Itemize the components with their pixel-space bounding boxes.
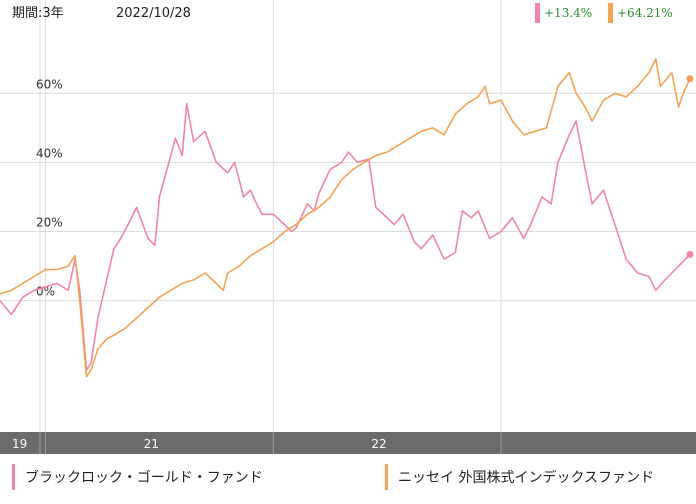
legend-item-gold-fund[interactable]: ブラックロック・ゴールド・ファンド: [12, 461, 263, 493]
grid-layer: [0, 0, 696, 432]
y-tick-label: 40%: [36, 146, 63, 160]
x-tick-label-start: 19: [12, 437, 27, 451]
legend-item-foreign-equity-fund[interactable]: ニッセイ 外国株式インデックスファンド: [385, 461, 654, 493]
x-axis-band: [0, 432, 696, 454]
series-2-badge-swatch: [608, 3, 613, 23]
legend-swatch-gold-fund: [12, 464, 15, 490]
legend-swatch-foreign-equity-fund: [385, 464, 388, 490]
series-layer: [0, 58, 694, 378]
series-1-end-value: +13.4%: [544, 6, 593, 20]
y-tick-label: 60%: [36, 77, 63, 91]
x-tick-layer: 19202122: [12, 432, 502, 454]
series-end-marker-1: [686, 250, 694, 258]
y-tick-label: 20%: [36, 216, 63, 230]
date-label: 2022/10/28: [116, 6, 191, 21]
series-1-end-badge: +13.4%: [535, 3, 593, 23]
x-tick-label: 22: [371, 437, 386, 451]
series-line-2: [0, 58, 691, 378]
series-2-end-badge: +64.21%: [608, 3, 673, 23]
x-tick-label: 21: [144, 437, 159, 451]
period-label: 期間:3年: [12, 6, 64, 21]
legend-label-gold-fund: ブラックロック・ゴールド・ファンド: [25, 470, 263, 486]
series-1-badge-swatch: [535, 3, 540, 23]
series-line-1: [0, 102, 691, 371]
legend-label-foreign-equity-fund: ニッセイ 外国株式インデックスファンド: [398, 470, 655, 486]
series-2-end-value: +64.21%: [617, 6, 673, 20]
series-end-marker-2: [686, 75, 694, 83]
plot-background: [0, 0, 696, 432]
